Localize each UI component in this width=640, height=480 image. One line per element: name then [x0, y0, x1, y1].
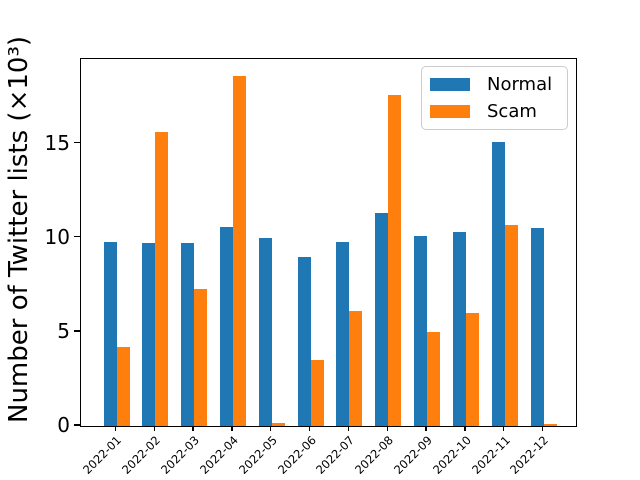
bar-normal-2022-04	[219, 226, 233, 426]
y-tick-mark-15	[74, 141, 80, 144]
x-tick-label-2022-02: 2022-02	[119, 433, 164, 477]
bar-scam-2022-01	[116, 346, 130, 426]
bar-scam-2022-10	[465, 313, 479, 426]
bar-normal-2022-07	[336, 241, 350, 426]
bar-scam-2022-09	[427, 331, 441, 426]
bar-scam-2022-07	[349, 311, 363, 426]
x-tick-mark-2022-08	[386, 426, 388, 431]
bar-scam-2022-02	[155, 132, 169, 426]
bar-normal-2022-01	[103, 241, 117, 426]
y-tick-mark-0	[74, 424, 80, 426]
x-tick-mark-2022-10	[464, 426, 466, 431]
bar-normal-2022-06	[297, 256, 311, 426]
y-tick-mark-10	[74, 236, 80, 238]
x-tick-mark-2022-04	[231, 426, 233, 431]
y-tick-label-10: 10	[44, 224, 70, 249]
bar-normal-2022-02	[142, 243, 156, 426]
x-tick-mark-2022-12	[541, 426, 544, 431]
x-tick-mark-2022-07	[347, 426, 350, 431]
y-tick-mark-5	[74, 330, 80, 332]
bar-scam-2022-04	[232, 75, 246, 426]
bar-normal-2022-09	[414, 235, 428, 426]
bar-normal-2022-10	[452, 232, 466, 426]
x-tick-label-2022-10: 2022-10	[429, 433, 474, 477]
legend-swatch-normal	[430, 77, 470, 92]
x-tick-mark-2022-01	[114, 426, 117, 431]
plot-area	[80, 58, 577, 427]
x-tick-mark-2022-11	[503, 426, 505, 431]
bar-scam-2022-06	[310, 360, 324, 426]
x-tick-mark-2022-06	[308, 426, 311, 431]
legend-item-normal: Normal	[430, 71, 552, 98]
legend-swatch-scam	[430, 104, 470, 119]
bar-normal-2022-11	[491, 141, 505, 426]
legend: Normal Scam	[421, 66, 568, 130]
legend-label-scam: Scam	[487, 101, 537, 122]
y-tick-label-15: 15	[44, 130, 70, 155]
x-tick-label-2022-03: 2022-03	[158, 433, 203, 477]
legend-item-scam: Scam	[430, 98, 537, 125]
bar-scam-2022-03	[194, 288, 208, 426]
x-tick-label-2022-08: 2022-08	[352, 433, 397, 477]
x-tick-label-2022-06: 2022-06	[274, 433, 319, 477]
bar-scam-2022-08	[388, 94, 402, 426]
y-tick-label-0: 0	[57, 413, 70, 437]
x-tick-mark-2022-02	[153, 426, 155, 431]
bar-normal-2022-03	[181, 243, 195, 426]
x-tick-label-2022-12: 2022-12	[507, 433, 552, 477]
x-tick-label-2022-05: 2022-05	[235, 433, 280, 477]
bar-scam-2022-12	[543, 424, 557, 426]
x-tick-label-2022-01: 2022-01	[80, 433, 125, 477]
x-tick-label-2022-11: 2022-11	[468, 433, 513, 477]
x-tick-label-2022-04: 2022-04	[196, 433, 241, 477]
y-tick-label-5: 5	[57, 318, 70, 343]
legend-label-normal: Normal	[487, 74, 553, 95]
bar-normal-2022-12	[530, 228, 544, 426]
x-tick-label-2022-07: 2022-07	[313, 433, 358, 477]
x-tick-mark-2022-03	[192, 426, 194, 431]
bar-normal-2022-08	[375, 213, 389, 426]
x-tick-label-2022-09: 2022-09	[391, 433, 435, 477]
x-tick-mark-2022-05	[270, 426, 272, 431]
x-tick-mark-2022-09	[425, 426, 427, 431]
bar-scam-2022-05	[271, 423, 285, 426]
bar-scam-2022-11	[504, 224, 518, 426]
bar-normal-2022-05	[258, 237, 272, 426]
